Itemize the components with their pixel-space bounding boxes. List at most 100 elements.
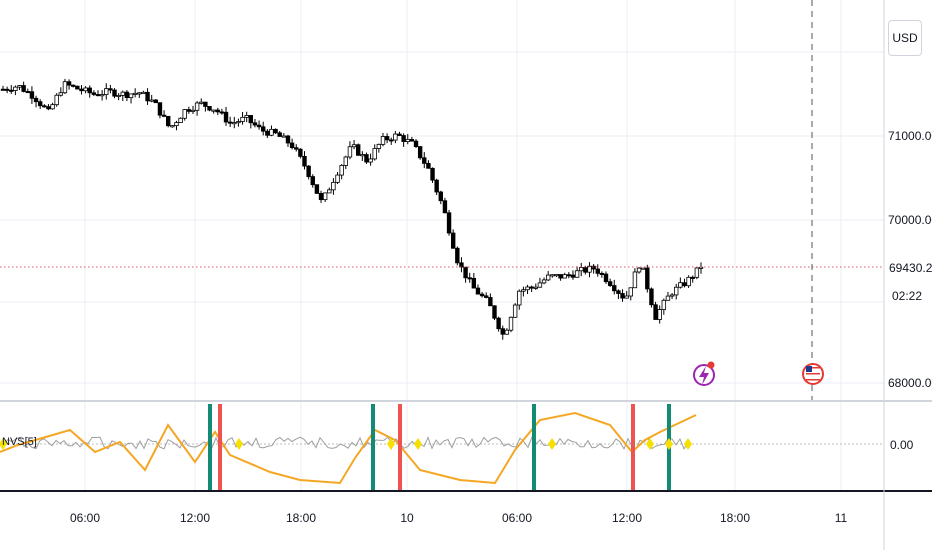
candle (628, 287, 633, 301)
candle (694, 267, 700, 280)
candle (335, 171, 340, 184)
candle (99, 90, 105, 101)
candle (302, 151, 307, 170)
candle (422, 152, 427, 169)
indicator-noise-line (0, 435, 689, 451)
candle (331, 178, 336, 195)
candle (62, 78, 68, 95)
buy-signal-bar (371, 404, 375, 490)
signal-marker (414, 438, 422, 450)
candle (13, 85, 18, 96)
candle (124, 90, 130, 102)
candle (0, 85, 6, 91)
candle (120, 90, 125, 101)
candle (343, 155, 349, 170)
candle (554, 274, 559, 278)
currency-button[interactable]: USD (888, 20, 922, 56)
candle (37, 99, 43, 109)
candle (141, 90, 146, 94)
candle (166, 115, 171, 128)
candle (310, 174, 315, 188)
candle (190, 105, 196, 115)
indicator-orange-line (0, 411, 697, 485)
candle (640, 267, 646, 270)
candle (132, 88, 138, 98)
candle (161, 110, 167, 118)
candle (9, 85, 14, 94)
candle (574, 266, 580, 278)
candle (178, 117, 183, 123)
candle (318, 190, 324, 203)
price-tick-label: 70000.00 (888, 213, 932, 227)
candle (579, 262, 584, 277)
candle (219, 108, 225, 115)
candle (112, 88, 117, 99)
candle (186, 106, 192, 114)
candle (91, 90, 97, 97)
candle (690, 275, 695, 283)
candle (58, 87, 64, 97)
candle (211, 109, 216, 114)
candle (413, 139, 419, 149)
candle (50, 102, 55, 110)
candle (174, 120, 179, 131)
candle (157, 102, 163, 119)
time-tick-label: 11 (835, 511, 848, 525)
candle (203, 101, 208, 112)
candle (240, 111, 245, 125)
indicator-title[interactable]: NVS[5] (2, 436, 37, 448)
candle (360, 151, 365, 161)
candle (368, 153, 373, 166)
candle (674, 283, 679, 300)
candle (4, 86, 10, 94)
time-axis[interactable]: 06:00 12:00 18:00 10 06:00 12:00 18:00 11 (70, 511, 848, 525)
candle (380, 132, 386, 147)
candle (182, 109, 187, 121)
candle (66, 79, 72, 90)
candle (496, 316, 501, 332)
candle (653, 301, 658, 320)
last-price-label: 69430.27 (889, 261, 932, 275)
candle (438, 190, 443, 205)
candle (83, 86, 88, 94)
signal-marker (0, 438, 7, 450)
buy-signal-bar (208, 404, 212, 490)
candle (372, 144, 377, 161)
candle (281, 132, 287, 138)
candle (393, 130, 398, 144)
candle (455, 246, 460, 266)
candle (450, 229, 456, 249)
last-price-tag (885, 258, 932, 276)
us-flag-icon[interactable] (802, 363, 824, 385)
candle (339, 164, 344, 180)
candle (612, 279, 617, 295)
time-tick-label: 18:00 (286, 511, 316, 525)
candle (294, 144, 299, 152)
price-axis[interactable]: 71000.00 70000.00 68000.00 (888, 129, 932, 390)
indicator-zero-label: 0.00 (890, 438, 914, 452)
candle (194, 101, 200, 116)
candle (327, 187, 332, 194)
candle (492, 305, 497, 321)
candle (223, 106, 229, 126)
candle (657, 305, 662, 324)
candle (261, 121, 266, 136)
candle (607, 278, 613, 287)
candle (405, 134, 410, 145)
signal-marker (548, 438, 556, 450)
candle (587, 262, 592, 278)
candle (207, 106, 212, 112)
candle (376, 143, 382, 153)
signal-marker (684, 438, 692, 450)
candle (599, 271, 605, 278)
candle (479, 291, 485, 298)
candle (537, 277, 543, 288)
candle (595, 264, 600, 277)
flash-icon[interactable] (693, 361, 715, 386)
candle (558, 274, 563, 281)
candle (409, 136, 415, 142)
candle (678, 277, 683, 289)
candle (153, 99, 159, 104)
candle (364, 152, 369, 164)
